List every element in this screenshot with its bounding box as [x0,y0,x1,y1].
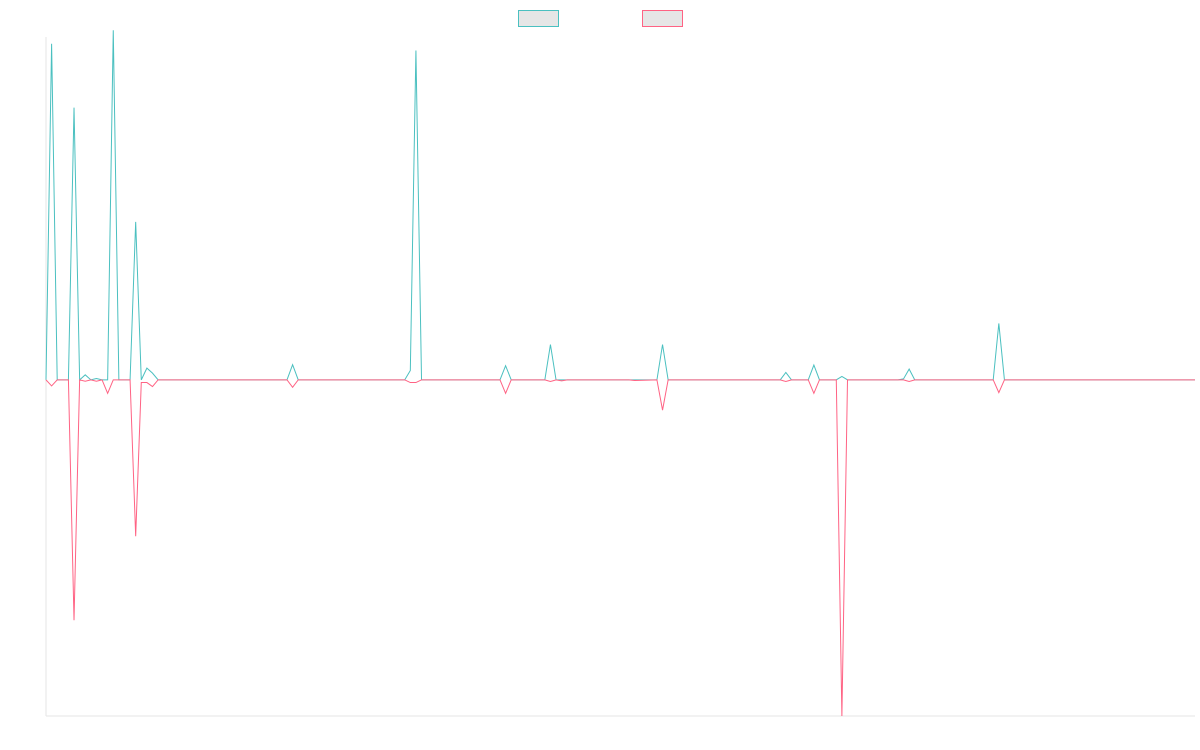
legend-swatch-series-1[interactable] [518,10,559,27]
series-1-line [45,30,1195,381]
legend[interactable] [518,10,683,27]
axes [45,37,1195,717]
legend-swatch-series-2[interactable] [642,10,683,27]
series-2-line [45,379,1195,717]
series-group [45,30,1195,717]
